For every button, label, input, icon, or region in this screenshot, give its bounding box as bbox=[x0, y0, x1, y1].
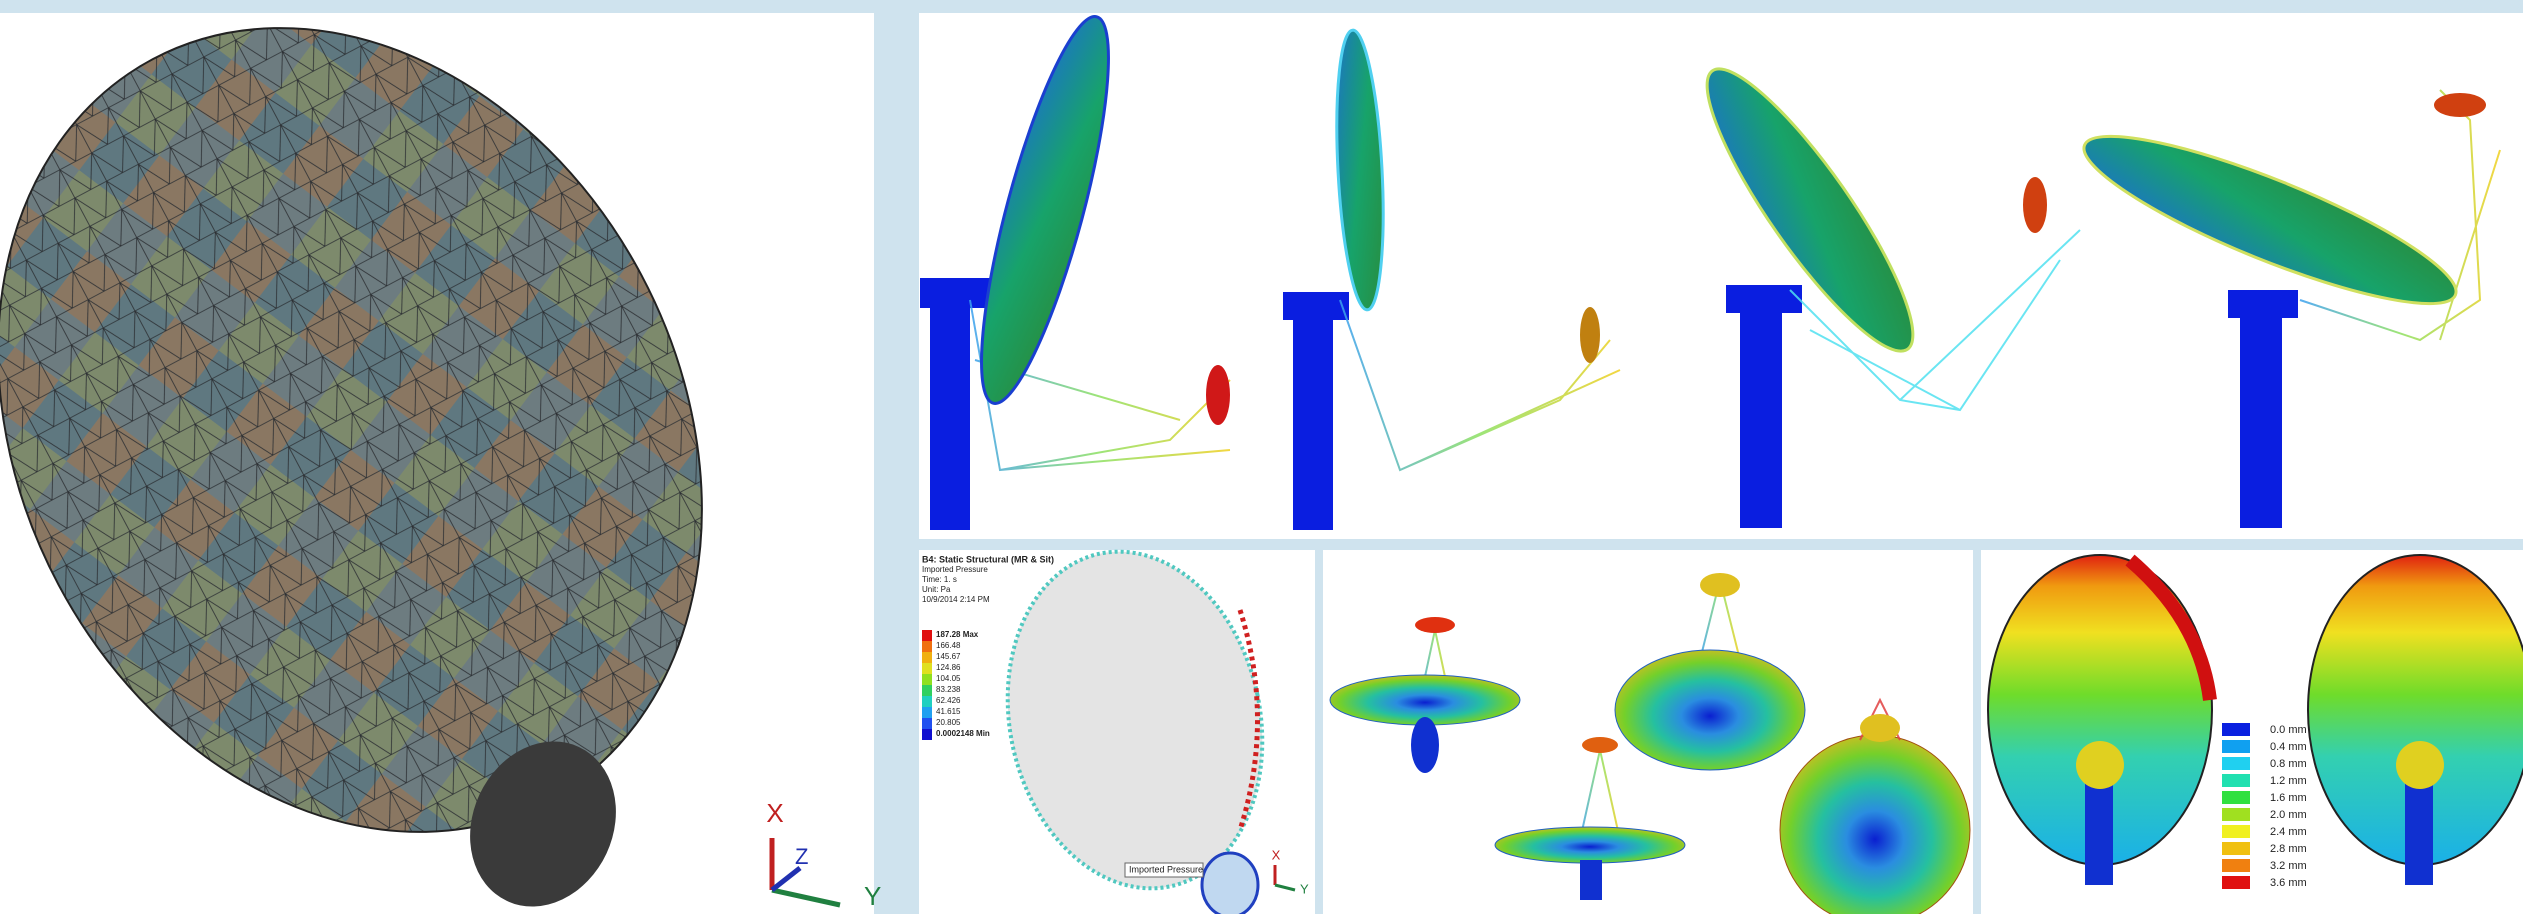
axis-label: Z bbox=[795, 844, 808, 869]
legend-swatch bbox=[922, 718, 932, 729]
legend-label: 2.0 mm bbox=[2270, 809, 2307, 821]
pose-2 bbox=[1283, 28, 1621, 530]
mode-views bbox=[1329, 573, 1971, 914]
y-axis bbox=[771, 887, 841, 908]
legend-swatch bbox=[922, 641, 932, 652]
legend-label: 104.05 bbox=[936, 674, 961, 683]
legend-swatch bbox=[2222, 842, 2250, 855]
legend-label: 2.8 mm bbox=[2270, 843, 2307, 855]
legend-swatch bbox=[922, 663, 932, 674]
legend-label: 1.2 mm bbox=[2270, 775, 2307, 787]
legend-label: 3.6 mm bbox=[2270, 877, 2307, 889]
legend-label: 145.67 bbox=[936, 652, 961, 661]
legend-label: 62.426 bbox=[936, 696, 961, 705]
legend-label: 2.4 mm bbox=[2270, 826, 2307, 838]
legend-swatch bbox=[2222, 774, 2250, 787]
legend-swatch bbox=[922, 696, 932, 707]
legend-label: 83.238 bbox=[936, 685, 961, 694]
legend-swatch bbox=[922, 652, 932, 663]
pressure-surface bbox=[1005, 549, 1265, 891]
legend-label: 0.8 mm bbox=[2270, 758, 2307, 770]
legend-label: 0.0 mm bbox=[2270, 724, 2307, 736]
deformation-legend: 0.0 mm 0.4 mm 0.8 mm 1.2 mm 1.6 mm 2.0 mm 2.4 … bbox=[2222, 723, 2307, 889]
axis-triad: X Y Z bbox=[766, 798, 881, 911]
header-line: Unit: Pa bbox=[922, 585, 951, 594]
legend-swatch bbox=[922, 685, 932, 696]
legend-swatch bbox=[2222, 825, 2250, 838]
pose-4 bbox=[2082, 89, 2501, 528]
deformation-views bbox=[1987, 554, 2523, 885]
tag-box bbox=[1124, 862, 1204, 878]
legend-swatch bbox=[922, 674, 932, 685]
legend-label: 124.86 bbox=[936, 663, 961, 672]
axis-label: Y bbox=[864, 881, 881, 911]
legend-swatch bbox=[2222, 757, 2250, 770]
axis-label: X bbox=[766, 798, 783, 828]
header-line: Imported Pressure bbox=[922, 565, 988, 574]
tag: Imported Pressure bbox=[1129, 864, 1203, 874]
legend-swatch bbox=[2222, 740, 2250, 753]
legend-label: 41.615 bbox=[936, 707, 961, 716]
subreflector bbox=[1200, 851, 1260, 914]
legend-label: 20.805 bbox=[936, 718, 961, 727]
header-line: 10/9/2014 2:14 PM bbox=[922, 595, 990, 604]
pose-3 bbox=[1705, 67, 2081, 528]
legend-label: 0.0002148 Min bbox=[936, 729, 990, 738]
reflector-mesh bbox=[0, 27, 703, 833]
legend-swatch bbox=[2222, 876, 2250, 889]
pose-1 bbox=[920, 15, 1231, 530]
legend-swatch bbox=[922, 630, 932, 641]
legend-swatch bbox=[922, 707, 932, 718]
pressure-peak bbox=[1237, 609, 1260, 831]
legend-label: 1.6 mm bbox=[2270, 792, 2307, 804]
legend-label: 166.48 bbox=[936, 641, 961, 650]
legend-label: 0.4 mm bbox=[2270, 741, 2307, 753]
legend-label: 3.2 mm bbox=[2270, 860, 2307, 872]
y-axis bbox=[1274, 883, 1296, 892]
pressure-legend: 187.28 Max 166.48 145.67 124.86 104.05 83.238… bbox=[922, 630, 990, 740]
legend-swatch bbox=[2222, 723, 2250, 736]
header-line: B4: Static Structural (MR & Sit) bbox=[922, 554, 1054, 564]
legend-swatch bbox=[922, 729, 932, 740]
axis-label: X bbox=[1272, 847, 1281, 862]
result-header: B4: Static Structural (MR & Sit)Imported… bbox=[922, 554, 1054, 604]
z-axis bbox=[770, 866, 802, 892]
legend-label: 187.28 Max bbox=[936, 630, 979, 639]
subreflector bbox=[470, 741, 616, 907]
legend-swatch bbox=[2222, 859, 2250, 872]
header-line: Time: 1. s bbox=[922, 575, 957, 584]
legend-swatch bbox=[2222, 791, 2250, 804]
axis-label: Y bbox=[1300, 881, 1309, 896]
legend-swatch bbox=[2222, 808, 2250, 821]
